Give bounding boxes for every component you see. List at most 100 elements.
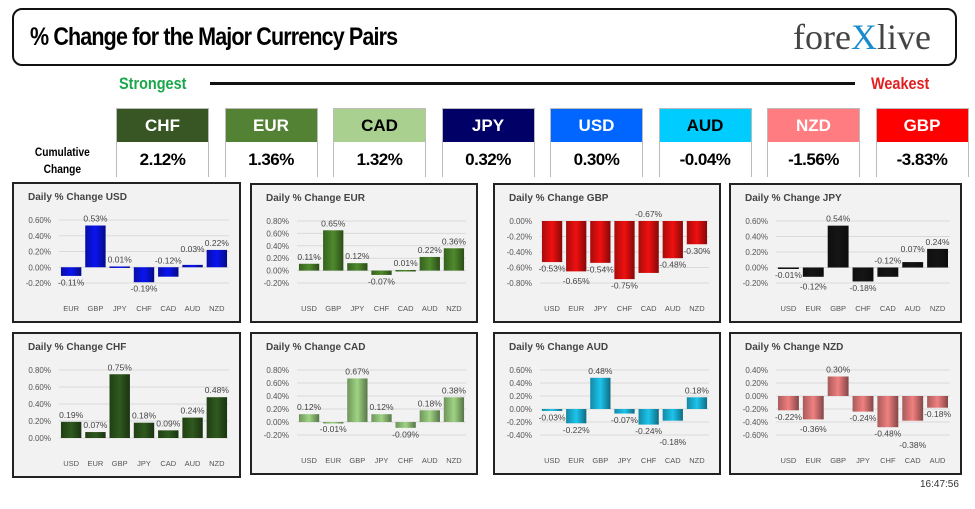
data-label: -0.65% [563, 276, 590, 286]
bar [133, 267, 155, 283]
bar [371, 270, 392, 275]
x-tick-label: CHF [855, 304, 871, 313]
bar [662, 409, 683, 421]
x-tick-label: AUD [665, 304, 681, 313]
y-tick-label: -0.20% [743, 405, 768, 414]
data-label: 0.12% [345, 251, 370, 261]
bar [443, 248, 465, 271]
data-label: -0.12% [155, 255, 182, 265]
currency-tile-eur: EUR 1.36% [224, 108, 318, 177]
bar [395, 269, 416, 272]
currency-tile-usd: USD 0.30% [550, 108, 643, 177]
data-label: 0.53% [83, 214, 108, 224]
x-tick-label: USD [781, 456, 797, 465]
y-tick-label: 0.60% [745, 217, 768, 226]
x-tick-label: EUR [88, 459, 104, 468]
x-tick-label: NZD [209, 459, 225, 468]
y-tick-label: 0.00% [266, 418, 289, 427]
x-tick-label: NZD [446, 456, 462, 465]
data-label: -0.22% [563, 425, 590, 435]
bar [371, 414, 392, 422]
y-tick-label: 0.60% [266, 379, 289, 388]
currency-tile-cad: CAD 1.32% [333, 108, 426, 177]
y-tick-label: -0.40% [743, 418, 768, 427]
x-tick-label: GBP [592, 456, 608, 465]
chart-cad: Daily % Change CAD -0.20% 0.00% 0.20% 0.40% 0… [250, 332, 478, 475]
cumulative-value: -1.56% [768, 142, 859, 177]
y-tick-label: 0.20% [745, 379, 768, 388]
chart-jpy: Daily % Change JPY -0.20% 0.00% 0.20% 0.40% 0… [729, 183, 962, 323]
x-tick-label: AUD [185, 304, 201, 313]
currency-name: CAD [334, 109, 425, 142]
x-tick-label: CAD [398, 304, 414, 313]
bar [133, 422, 155, 438]
x-tick-label: CAD [905, 456, 921, 465]
y-tick-label: 0.00% [266, 267, 289, 276]
data-label: -0.11% [58, 277, 85, 287]
y-tick-label: -0.80% [507, 279, 532, 288]
chart-plot: -0.20% 0.00% 0.20% 0.40% 0.60% 0.80% USD GBP JPY… [264, 217, 467, 313]
bar [638, 409, 659, 425]
x-tick-label: EUR [805, 304, 821, 313]
chart-chf: Daily % Change CHF 0.00% 0.20% 0.40% 0.60% 0.… [12, 332, 241, 478]
bar [614, 409, 635, 414]
y-tick-label: 0.40% [745, 233, 768, 242]
y-tick-label: -0.40% [507, 248, 532, 257]
x-tick-label: GBP [830, 304, 846, 313]
x-tick-label: USD [544, 456, 560, 465]
chart-plot: -0.20% 0.00% 0.20% 0.40% 0.60% 0.80% USD EUR GBP… [264, 366, 467, 465]
y-tick-label: 0.60% [509, 366, 532, 375]
x-tick-label: USD [301, 456, 317, 465]
y-tick-label: 0.80% [28, 366, 51, 375]
bar [323, 230, 344, 271]
x-tick-label: AUD [422, 304, 438, 313]
chart-title: Daily % Change CHF [28, 342, 127, 353]
x-tick-label: AUD [422, 456, 438, 465]
data-label: 0.03% [181, 244, 206, 254]
data-label: 0.12% [297, 402, 322, 412]
chart-title: Daily % Change NZD [745, 342, 844, 353]
bar [443, 397, 465, 422]
currency-name: GBP [876, 109, 968, 142]
bar [927, 248, 949, 268]
bar [686, 221, 708, 245]
bar [85, 432, 106, 438]
bar [802, 267, 824, 277]
bar [902, 396, 924, 421]
data-label: 0.01% [108, 254, 133, 264]
x-tick-label: NZD [930, 304, 946, 313]
x-tick-label: AUD [185, 459, 201, 468]
bar [827, 376, 849, 396]
cumulative-value: -0.04% [659, 142, 751, 177]
bar [182, 264, 203, 268]
bar [419, 410, 440, 422]
data-label: 0.22% [418, 245, 443, 255]
x-tick-label: EUR [805, 456, 821, 465]
data-label: 0.24% [926, 237, 951, 247]
x-tick-label: NZD [689, 456, 705, 465]
cumulative-value: -3.83% [876, 142, 968, 177]
y-tick-label: 0.40% [266, 242, 289, 251]
currency-tile-gbp: GBP -3.83% [875, 108, 969, 177]
x-tick-label: AUD [930, 456, 946, 465]
page-title: % Change for the Major Currency Pairs [30, 23, 398, 51]
cumulative-value: 0.30% [551, 142, 642, 177]
data-label: 0.22% [205, 238, 230, 248]
x-tick-label: CHF [136, 304, 152, 313]
bar [60, 421, 82, 438]
y-tick-label: 0.40% [28, 232, 51, 241]
data-label: 0.19% [59, 410, 84, 420]
bar [852, 396, 874, 412]
currency-name: CHF [117, 109, 208, 142]
currency-tile-jpy: JPY 0.32% [441, 108, 535, 177]
data-label: 0.01% [394, 258, 419, 268]
chart-gbp: Daily % Change GBP -0.80% -0.60% -0.40% -0.2… [493, 183, 721, 323]
x-tick-label: USD [301, 304, 317, 313]
timestamp: 16:47:56 [920, 479, 959, 490]
currency-name: USD [551, 109, 642, 142]
data-label: -0.24% [850, 413, 877, 423]
y-tick-label: 0.00% [509, 217, 532, 226]
bar [541, 409, 563, 411]
currency-tile-aud: AUD -0.04% [658, 108, 752, 177]
data-label: -0.24% [635, 426, 662, 436]
